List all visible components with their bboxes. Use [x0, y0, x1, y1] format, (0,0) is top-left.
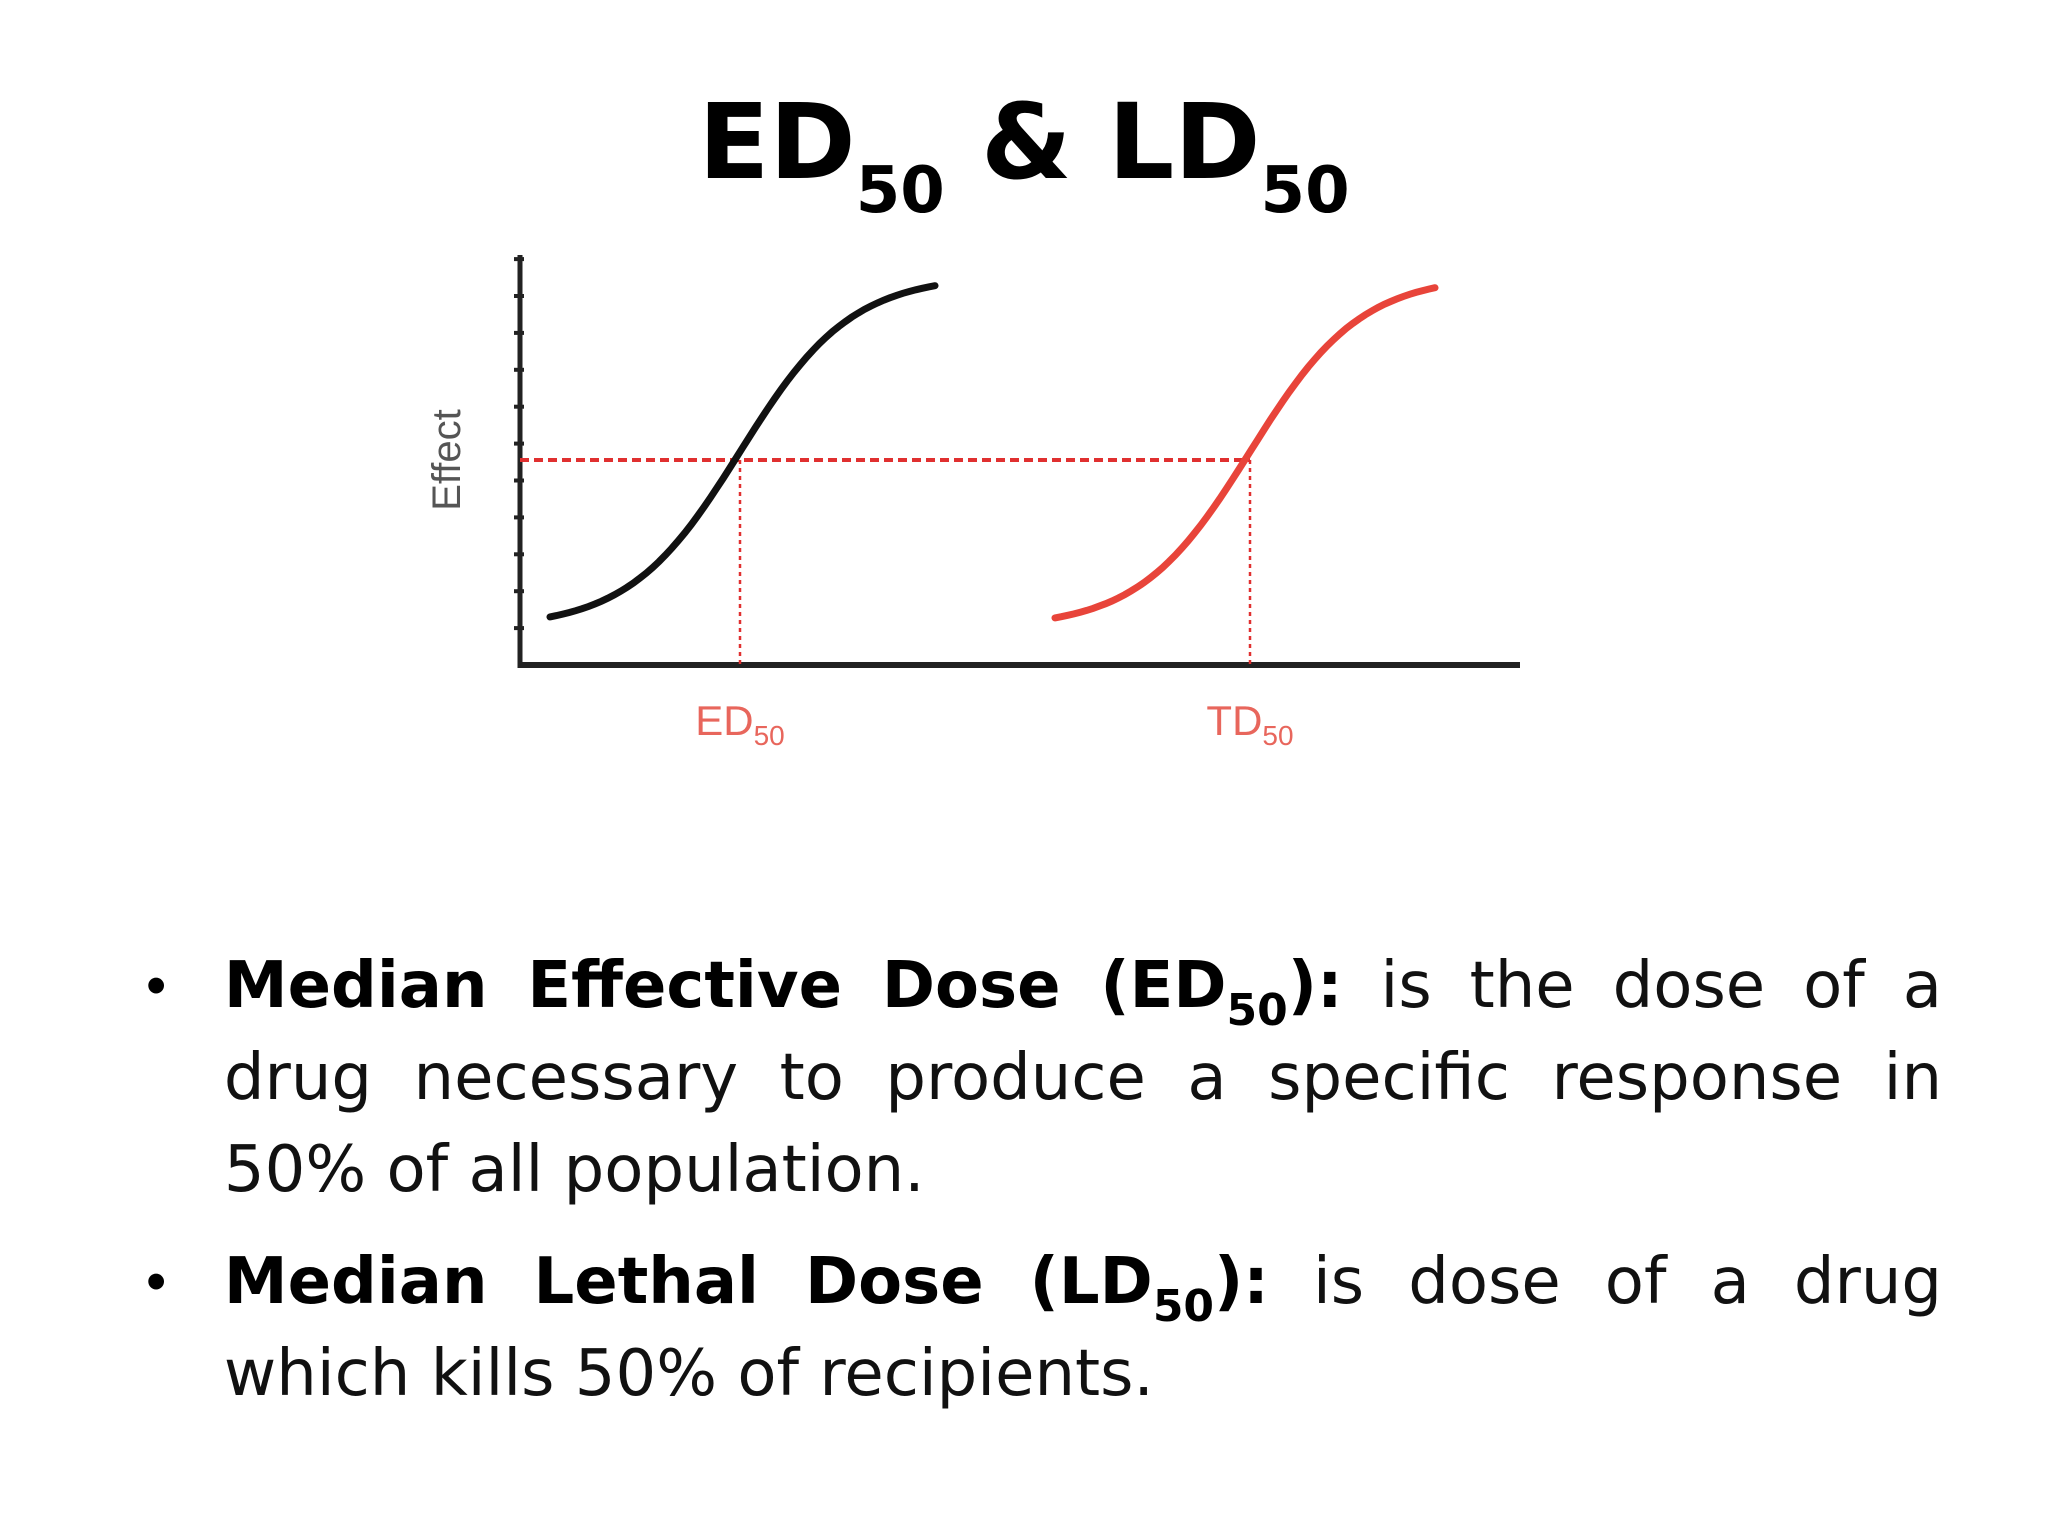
bullet-icon: • — [146, 953, 167, 1018]
effective-curve — [546, 282, 939, 621]
ld50-term-end: ): — [1214, 1245, 1269, 1319]
definitions-list: • Median Effective Dose (ED50): is the d… — [142, 940, 1942, 1440]
title-ld: LD — [1107, 81, 1261, 203]
ed50-term: Median Effective Dose (ED — [223, 949, 1227, 1023]
x-tick-labels: ED50 TD50 — [695, 697, 1293, 751]
x-tick-label-subscript: 50 — [1262, 720, 1293, 751]
bullet-icon: • — [146, 1249, 167, 1314]
title-ed: ED — [698, 81, 856, 203]
list-item: • Median Lethal Dose (LD50): is dose of … — [142, 1236, 1942, 1420]
title-ampersand: & — [944, 81, 1108, 203]
y-axis-label: Effect — [425, 409, 469, 511]
ed50-term-end: ): — [1287, 949, 1343, 1023]
ld50-term-subscript: 50 — [1152, 1281, 1215, 1332]
x-tick-label-base: ED — [695, 697, 753, 744]
x-tick-label: TD50 — [1206, 697, 1293, 751]
ed50-text: is the dose of a drug necessary to produ… — [223, 949, 1943, 1207]
list-item: • Median Effective Dose (ED50): is the d… — [142, 940, 1942, 1216]
ed50-term-subscript: 50 — [1226, 985, 1288, 1036]
ld50-definition: Median Lethal Dose (LD50): is dose of a … — [224, 1236, 1942, 1420]
x-tick-label-base: TD — [1206, 697, 1262, 744]
toxic-curve — [1051, 284, 1439, 622]
reference-lines — [520, 458, 1252, 665]
title-ed-subscript: 50 — [855, 154, 945, 228]
ed50-definition: Median Effective Dose (ED50): is the dos… — [224, 940, 1942, 1216]
ld50-term: Median Lethal Dose (LD — [223, 1245, 1153, 1319]
title-ld-subscript: 50 — [1260, 154, 1350, 228]
slide-title: ED50 & LD50 — [0, 80, 2048, 228]
x-tick-label-subscript: 50 — [754, 720, 785, 751]
ld50-text: is dose of a drug which kills 50% of rec… — [223, 1245, 1943, 1411]
x-tick-label: ED50 — [695, 697, 785, 751]
dose-response-chart: Effect ED50 TD50 — [425, 255, 1520, 751]
curves — [546, 282, 1439, 622]
